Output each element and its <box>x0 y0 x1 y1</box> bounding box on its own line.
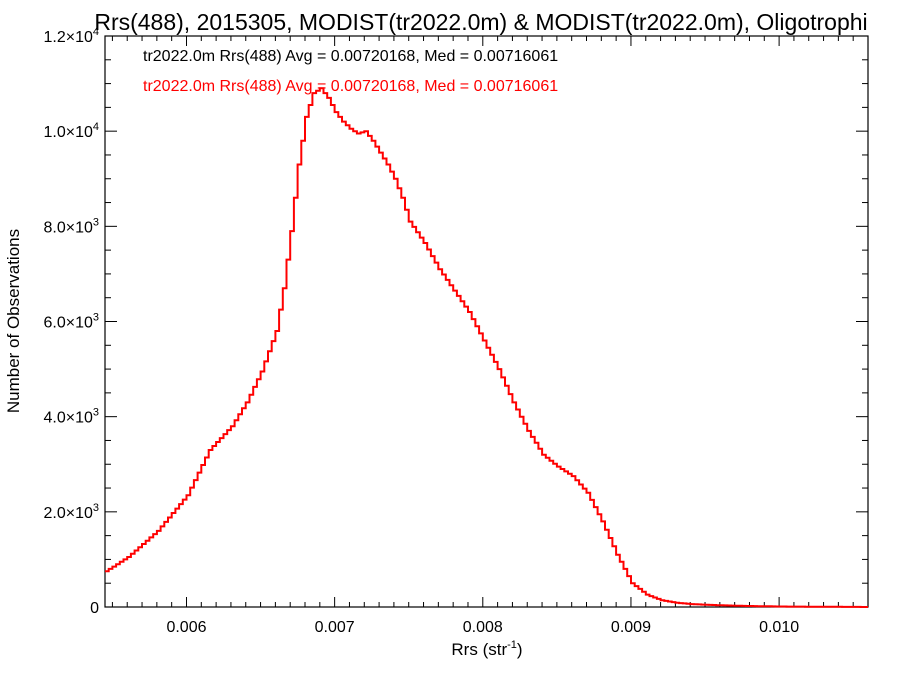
y-tick-label: 8.0×103 <box>43 216 99 236</box>
x-axis-label: Rrs (str-1) <box>451 639 522 659</box>
stats-annotation-black: tr2022.0m Rrs(488) Avg = 0.00720168, Med… <box>143 48 558 65</box>
axis-ticks <box>105 35 869 608</box>
x-tick-label: 0.009 <box>611 619 651 636</box>
y-tick-label: 1.2×104 <box>43 26 99 46</box>
histogram-series-line <box>105 87 868 608</box>
y-tick-label: 4.0×103 <box>43 407 99 427</box>
axis-tick-labels: 0.006 0.007 0.008 0.009 0.010 0 2.0×103 4.0×103… <box>43 26 799 636</box>
x-tick-label: 0.006 <box>166 619 206 636</box>
x-tick-label: 0.010 <box>759 619 799 636</box>
x-tick-label: 0.008 <box>463 619 503 636</box>
y-tick-label: 6.0×103 <box>43 312 99 332</box>
y-tick-label: 1.0×104 <box>43 121 99 141</box>
x-tick-label: 0.007 <box>315 619 355 636</box>
chart-title: Rrs(488), 2015305, MODIST(tr2022.0m) & M… <box>94 9 867 35</box>
plot-frame <box>104 35 869 608</box>
y-axis-label: Number of Observations <box>4 229 23 413</box>
stats-annotation-red: tr2022.0m Rrs(488) Avg = 0.00720168, Med… <box>143 78 558 95</box>
y-tick-label: 2.0×103 <box>43 502 99 522</box>
y-tick-label: 0 <box>90 600 99 617</box>
